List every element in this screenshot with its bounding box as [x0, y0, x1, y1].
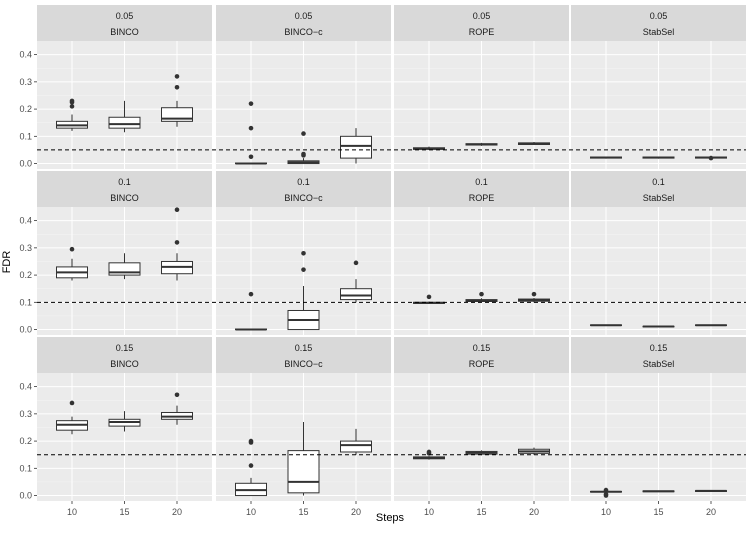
y-tick-label: 0.1 [19, 463, 32, 473]
y-tick-label: 0.4 [19, 216, 32, 226]
outlier-point [479, 291, 484, 297]
outlier-point [248, 463, 254, 468]
strip-method-label: StabSel [643, 193, 675, 203]
x-tick-label: 10 [601, 507, 611, 517]
outlier-point [174, 84, 180, 90]
y-tick-label: 0.1 [19, 131, 32, 141]
strip-level-label: 0.05 [295, 11, 313, 21]
outlier-point [603, 491, 609, 497]
y-tick-label: 0.0 [19, 491, 32, 501]
outlier-point [69, 104, 75, 109]
outlier-point [174, 240, 180, 245]
box-iqr [340, 440, 372, 453]
outlier-point [174, 207, 180, 213]
facet-strip [216, 5, 391, 41]
strip-level-label: 0.05 [116, 11, 134, 21]
strip-level-label: 0.15 [116, 343, 134, 353]
strip-method-label: BINCO [110, 359, 139, 369]
facet-strip [37, 171, 212, 207]
outlier-point [301, 250, 306, 256]
strip-method-label: StabSel [643, 27, 675, 37]
facet-strip [216, 337, 391, 373]
x-tick-label: 15 [119, 507, 129, 517]
outlier-point [248, 101, 254, 106]
y-tick-label: 0.3 [19, 243, 32, 253]
box-iqr [340, 135, 372, 159]
strip-method-label: BINCO [110, 27, 139, 37]
outlier-point [69, 246, 75, 252]
outlier-point [301, 267, 306, 272]
y-tick-label: 0.2 [19, 436, 32, 446]
x-tick-label: 15 [298, 507, 308, 517]
strip-level-label: 0.1 [118, 177, 131, 187]
y-tick-label: 0.2 [19, 104, 32, 114]
facet-strip [216, 171, 391, 207]
facet-strip [571, 337, 746, 373]
y-tick-label: 0.3 [19, 409, 32, 419]
facet-strip [394, 337, 569, 373]
strip-method-label: StabSel [643, 359, 675, 369]
y-tick-label: 0.2 [19, 270, 32, 280]
y-axis-title: FDR [1, 251, 13, 274]
strip-level-label: 0.15 [295, 343, 313, 353]
outlier-point [248, 154, 254, 160]
outlier-point [248, 291, 254, 297]
x-tick-label: 20 [706, 507, 716, 517]
strip-method-label: ROPE [469, 359, 495, 369]
strip-method-label: BINCO−c [284, 359, 323, 369]
x-tick-label: 10 [246, 507, 256, 517]
outlier-point [708, 155, 714, 161]
outlier-point [301, 131, 306, 136]
strip-method-label: BINCO [110, 193, 139, 203]
outlier-point [248, 125, 254, 131]
outlier-point [353, 260, 359, 266]
strip-level-label: 0.1 [475, 177, 488, 187]
outlier-point [426, 294, 432, 300]
strip-level-label: 0.15 [650, 343, 668, 353]
outlier-point [69, 400, 75, 406]
outlier-point [603, 487, 609, 493]
y-tick-label: 0.1 [19, 297, 32, 307]
x-tick-label: 20 [529, 507, 539, 517]
facet-strip [394, 5, 569, 41]
outlier-point [174, 74, 180, 79]
strip-method-label: ROPE [469, 193, 495, 203]
y-tick-label: 0.0 [19, 325, 32, 335]
x-tick-label: 15 [476, 507, 486, 517]
outlier-point [248, 438, 254, 444]
y-tick-label: 0.3 [19, 77, 32, 87]
x-tick-label: 15 [653, 507, 663, 517]
facet-strip [571, 171, 746, 207]
x-tick-label: 10 [67, 507, 77, 517]
facet-strip [571, 5, 746, 41]
strip-level-label: 0.1 [297, 177, 310, 187]
box-iqr [108, 116, 141, 129]
strip-level-label: 0.05 [473, 11, 491, 21]
outlier-point [301, 151, 306, 157]
box-iqr [287, 450, 320, 494]
x-tick-label: 20 [351, 507, 361, 517]
strip-level-label: 0.05 [650, 11, 668, 21]
strip-method-label: BINCO−c [284, 193, 323, 203]
outlier-point [426, 449, 432, 455]
outlier-point [531, 291, 537, 297]
facet-strip [37, 337, 212, 373]
y-tick-label: 0.4 [19, 50, 32, 60]
facet-strip [37, 5, 212, 41]
box-iqr [340, 288, 372, 301]
strip-method-label: ROPE [469, 27, 495, 37]
facet-strip [394, 171, 569, 207]
outlier-point [69, 98, 75, 104]
y-tick-label: 0.4 [19, 382, 32, 392]
x-tick-label: 20 [172, 507, 182, 517]
strip-method-label: BINCO−c [284, 27, 323, 37]
y-tick-label: 0.0 [19, 159, 32, 169]
outlier-point [174, 392, 180, 398]
strip-level-label: 0.15 [473, 343, 491, 353]
x-tick-label: 10 [424, 507, 434, 517]
x-axis-title: Steps [376, 512, 405, 524]
strip-level-label: 0.1 [652, 177, 665, 187]
